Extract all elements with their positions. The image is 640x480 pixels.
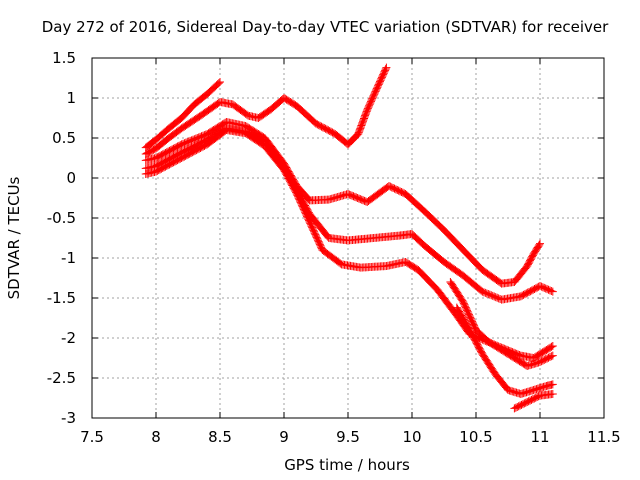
y-tick-label: -0.5 — [47, 209, 76, 227]
y-tick-label: 0 — [66, 169, 76, 187]
y-tick-label: 0.5 — [52, 129, 76, 147]
y-tick-label: -2.5 — [47, 369, 76, 387]
data-point-marker — [548, 351, 557, 360]
y-tick-label: 1 — [66, 89, 76, 107]
x-tick-label: 8.5 — [208, 428, 232, 446]
data-point-marker — [547, 342, 556, 351]
axis-ticks: 7.5 8 8.5 9 9.5 10 10.5 11 11.51.510.50-0.5-1-1.… — [47, 49, 621, 446]
x-tick-label: 9 — [279, 428, 289, 446]
data-point-marker — [535, 240, 544, 249]
y-tick-label: -1 — [61, 249, 76, 267]
data-point-marker — [548, 390, 557, 398]
series-track-3 — [141, 118, 544, 288]
series-track-6 — [446, 278, 557, 370]
data-point-marker — [547, 352, 556, 361]
x-tick-label: 10 — [402, 428, 421, 446]
y-tick-label: -2 — [61, 329, 76, 347]
data-point-marker — [216, 78, 224, 86]
series-track-2 — [141, 63, 391, 158]
x-tick-label: 9.5 — [336, 428, 360, 446]
series-track-8 — [510, 390, 557, 413]
data-point-marker — [381, 65, 390, 73]
data-point-marker — [548, 287, 557, 296]
data-point-marker — [547, 286, 556, 295]
x-tick-label: 8 — [151, 428, 161, 446]
grid — [92, 58, 604, 418]
y-tick-label: -1.5 — [47, 289, 76, 307]
chart-title: Day 272 of 2016, Sidereal Day-to-day VTE… — [42, 18, 609, 36]
y-tick-label: -3 — [61, 409, 76, 427]
y-axis-label: SDTVAR / TECUs — [5, 176, 23, 299]
data-series — [141, 63, 557, 413]
x-tick-label: 11.5 — [587, 428, 620, 446]
data-point-marker — [382, 63, 391, 72]
data-point-marker — [548, 380, 557, 389]
x-tick-label: 11 — [530, 428, 549, 446]
series-track-7 — [452, 303, 557, 398]
y-tick-label: 1.5 — [52, 49, 76, 67]
x-tick-label: 10.5 — [459, 428, 492, 446]
data-point-marker — [548, 342, 557, 350]
x-axis-label: GPS time / hours — [284, 456, 410, 474]
series-track-1 — [141, 78, 224, 152]
x-tick-label: 7.5 — [80, 428, 104, 446]
data-point-marker — [536, 239, 544, 248]
data-point-marker — [214, 79, 223, 88]
